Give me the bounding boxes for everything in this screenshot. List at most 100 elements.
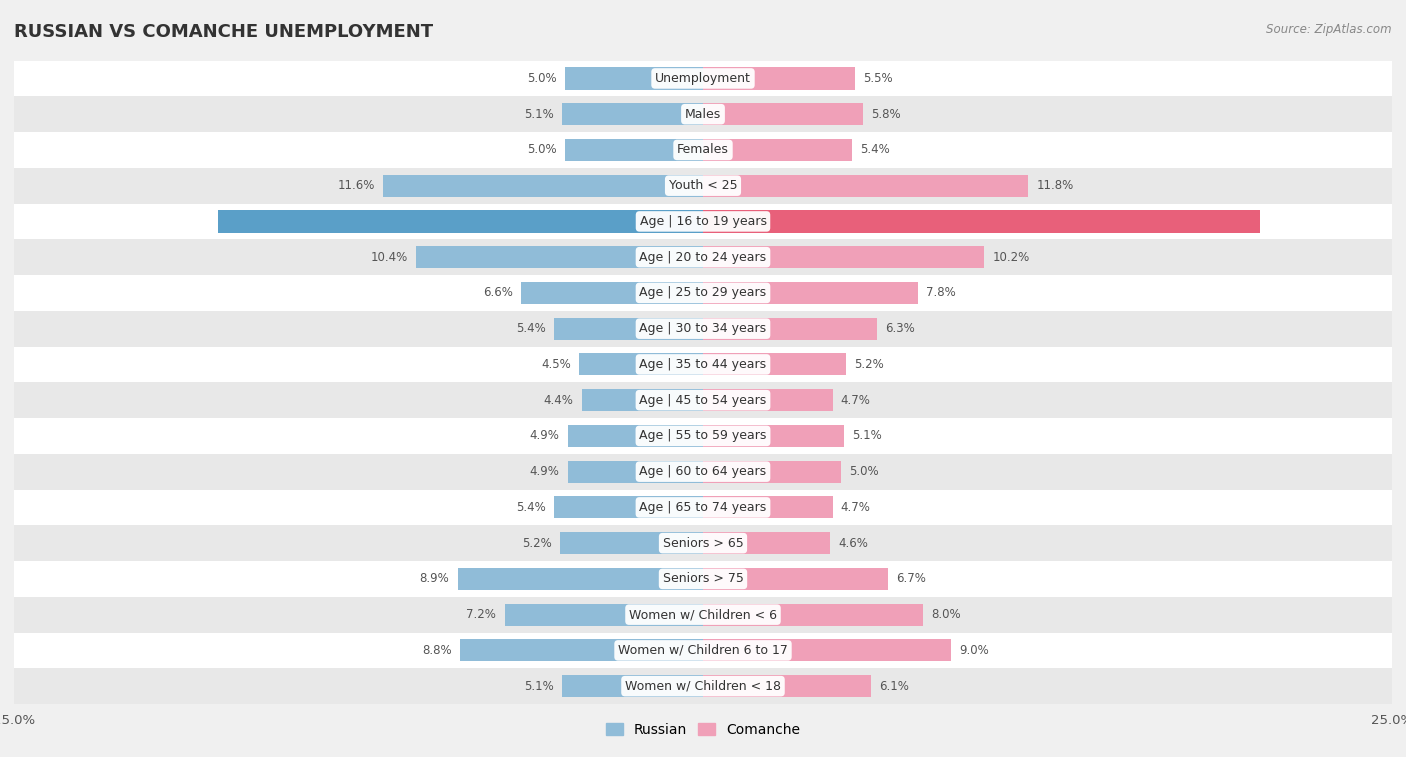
- Text: 5.8%: 5.8%: [872, 107, 901, 120]
- Bar: [703, 282, 918, 304]
- Text: 4.4%: 4.4%: [544, 394, 574, 407]
- Bar: [14, 61, 1392, 96]
- Text: 7.2%: 7.2%: [467, 608, 496, 621]
- Bar: [703, 103, 863, 125]
- Bar: [218, 210, 703, 232]
- Text: 17.6%: 17.6%: [169, 215, 209, 228]
- Bar: [14, 633, 1392, 668]
- Text: Youth < 25: Youth < 25: [669, 179, 737, 192]
- Bar: [582, 389, 703, 411]
- Text: 5.4%: 5.4%: [516, 322, 546, 335]
- Bar: [461, 640, 703, 662]
- Text: 4.5%: 4.5%: [541, 358, 571, 371]
- Text: Age | 35 to 44 years: Age | 35 to 44 years: [640, 358, 766, 371]
- Bar: [14, 668, 1392, 704]
- Bar: [703, 318, 876, 340]
- Text: 11.8%: 11.8%: [1036, 179, 1074, 192]
- Bar: [703, 210, 1260, 232]
- Bar: [703, 640, 950, 662]
- Text: 5.0%: 5.0%: [527, 72, 557, 85]
- Text: 20.2%: 20.2%: [1268, 215, 1309, 228]
- Text: Age | 45 to 54 years: Age | 45 to 54 years: [640, 394, 766, 407]
- Bar: [579, 354, 703, 375]
- Text: 5.0%: 5.0%: [527, 143, 557, 157]
- Bar: [14, 96, 1392, 132]
- Bar: [703, 568, 887, 590]
- Text: 8.0%: 8.0%: [932, 608, 962, 621]
- Bar: [14, 311, 1392, 347]
- Text: Age | 60 to 64 years: Age | 60 to 64 years: [640, 465, 766, 478]
- Bar: [522, 282, 703, 304]
- Text: 9.0%: 9.0%: [959, 644, 988, 657]
- Bar: [703, 460, 841, 483]
- Text: 5.2%: 5.2%: [522, 537, 551, 550]
- Text: Unemployment: Unemployment: [655, 72, 751, 85]
- Bar: [560, 532, 703, 554]
- Bar: [703, 139, 852, 161]
- Text: 5.1%: 5.1%: [524, 107, 554, 120]
- Bar: [703, 532, 830, 554]
- Text: 4.9%: 4.9%: [530, 465, 560, 478]
- Text: 4.9%: 4.9%: [530, 429, 560, 442]
- Bar: [14, 275, 1392, 311]
- Text: Age | 16 to 19 years: Age | 16 to 19 years: [640, 215, 766, 228]
- Text: 5.1%: 5.1%: [524, 680, 554, 693]
- Bar: [562, 675, 703, 697]
- Bar: [703, 603, 924, 626]
- Text: Source: ZipAtlas.com: Source: ZipAtlas.com: [1267, 23, 1392, 36]
- Bar: [14, 561, 1392, 597]
- Bar: [703, 389, 832, 411]
- Text: Women w/ Children 6 to 17: Women w/ Children 6 to 17: [619, 644, 787, 657]
- Bar: [14, 132, 1392, 168]
- Bar: [505, 603, 703, 626]
- Bar: [703, 246, 984, 268]
- Bar: [568, 425, 703, 447]
- Bar: [416, 246, 703, 268]
- Text: 6.3%: 6.3%: [884, 322, 915, 335]
- Text: Age | 65 to 74 years: Age | 65 to 74 years: [640, 501, 766, 514]
- Bar: [384, 175, 703, 197]
- Text: 4.6%: 4.6%: [838, 537, 868, 550]
- Text: 10.4%: 10.4%: [371, 251, 408, 263]
- Text: 5.2%: 5.2%: [855, 358, 884, 371]
- Bar: [14, 347, 1392, 382]
- Text: Males: Males: [685, 107, 721, 120]
- Text: 4.7%: 4.7%: [841, 394, 870, 407]
- Text: 6.7%: 6.7%: [896, 572, 925, 585]
- Bar: [458, 568, 703, 590]
- Text: Age | 55 to 59 years: Age | 55 to 59 years: [640, 429, 766, 442]
- Bar: [703, 425, 844, 447]
- Bar: [14, 168, 1392, 204]
- Bar: [14, 490, 1392, 525]
- Bar: [14, 418, 1392, 453]
- Bar: [565, 67, 703, 89]
- Text: 5.4%: 5.4%: [516, 501, 546, 514]
- Text: 6.1%: 6.1%: [879, 680, 910, 693]
- Text: 10.2%: 10.2%: [993, 251, 1029, 263]
- Bar: [14, 453, 1392, 490]
- Bar: [565, 139, 703, 161]
- Text: Age | 30 to 34 years: Age | 30 to 34 years: [640, 322, 766, 335]
- Bar: [14, 204, 1392, 239]
- Text: 7.8%: 7.8%: [927, 286, 956, 300]
- Text: 6.6%: 6.6%: [484, 286, 513, 300]
- Text: 5.1%: 5.1%: [852, 429, 882, 442]
- Text: Seniors > 75: Seniors > 75: [662, 572, 744, 585]
- Bar: [14, 382, 1392, 418]
- Legend: Russian, Comanche: Russian, Comanche: [600, 717, 806, 742]
- Bar: [14, 597, 1392, 633]
- Bar: [703, 175, 1028, 197]
- Bar: [703, 675, 872, 697]
- Text: Females: Females: [678, 143, 728, 157]
- Text: Age | 25 to 29 years: Age | 25 to 29 years: [640, 286, 766, 300]
- Text: 5.0%: 5.0%: [849, 465, 879, 478]
- Bar: [554, 497, 703, 519]
- Text: 11.6%: 11.6%: [337, 179, 375, 192]
- Text: 5.5%: 5.5%: [863, 72, 893, 85]
- Text: 8.8%: 8.8%: [423, 644, 453, 657]
- Bar: [554, 318, 703, 340]
- Bar: [14, 239, 1392, 275]
- Bar: [703, 354, 846, 375]
- Text: Women w/ Children < 18: Women w/ Children < 18: [626, 680, 780, 693]
- Bar: [703, 497, 832, 519]
